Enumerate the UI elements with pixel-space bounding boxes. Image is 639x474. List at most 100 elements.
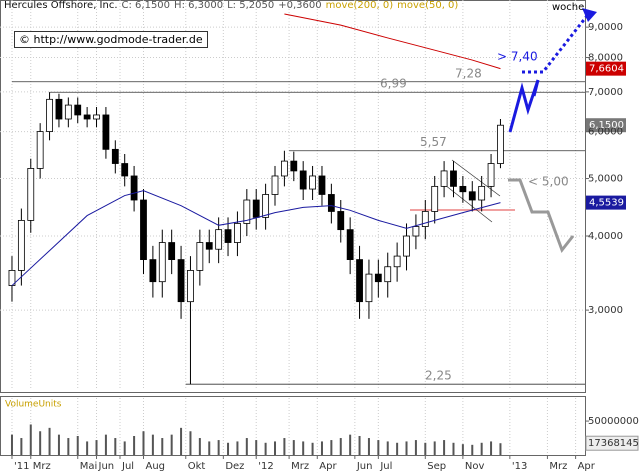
volume-bar	[189, 431, 192, 455]
projection-up-dotted	[522, 11, 592, 74]
y-tick-label: 5,0000	[588, 174, 623, 185]
volume-bar	[48, 427, 51, 455]
volume-marker-label: 17368145	[588, 438, 639, 449]
level-label: 5,57	[420, 135, 447, 149]
volume-bar	[292, 440, 295, 455]
volume-bar	[452, 442, 455, 455]
candle-body	[215, 229, 223, 250]
volume-bar	[104, 434, 107, 455]
candle-body	[337, 211, 345, 231]
candle-body	[431, 185, 439, 212]
price-marker	[586, 118, 626, 133]
candle-body	[384, 266, 392, 283]
volume-bar	[358, 436, 361, 455]
candle-body	[393, 255, 401, 268]
volume-bar	[236, 441, 239, 455]
price-marker-label: 6,1500	[589, 120, 624, 131]
candle-body	[55, 98, 63, 120]
header-item: move(200, 0)	[325, 0, 394, 11]
x-tick-label: Mrz	[549, 461, 567, 472]
candle-body	[356, 259, 363, 303]
candle-body	[130, 175, 138, 201]
candle-body	[365, 273, 373, 303]
moving-average	[284, 13, 501, 70]
volume-bar	[217, 440, 220, 455]
candle-body	[487, 163, 495, 187]
volume-bar	[320, 441, 323, 455]
volume-bar	[396, 442, 399, 455]
volume-bar	[311, 442, 314, 455]
volume-bar	[414, 440, 417, 455]
volume-bar	[302, 441, 305, 455]
candle-body	[327, 194, 335, 212]
volume-bar	[10, 434, 13, 455]
x-tick-label: '12	[258, 461, 273, 472]
header-item: move(50, 0)	[397, 0, 459, 11]
candle-body	[309, 175, 316, 190]
volume-bar	[133, 436, 136, 455]
projection-up	[508, 79, 540, 133]
y-tick-label: 8,0000	[588, 52, 623, 63]
candle-body	[271, 175, 279, 195]
volume-bar	[123, 441, 126, 455]
y-tick-label: 6,0000	[588, 127, 623, 138]
candle-body	[121, 163, 129, 177]
header-item: L: 5,2050	[227, 0, 275, 11]
header-item: Hercules Offshore, Inc.	[4, 0, 118, 11]
volume-bar	[161, 438, 164, 455]
candle-body	[46, 98, 53, 132]
x-tick-label: Mai	[80, 461, 98, 472]
volume-bar	[180, 427, 183, 455]
x-tick-label: '11	[14, 461, 29, 472]
volume-bar	[424, 442, 427, 455]
source: © http://www.godmode-trader.de	[14, 31, 208, 48]
x-tick-label: Nov	[465, 461, 485, 472]
x-tick-label: Mrz	[33, 461, 51, 472]
candle-body	[234, 223, 241, 243]
candle-body	[262, 194, 270, 218]
volume-bar	[245, 438, 248, 455]
candle-body	[497, 124, 504, 164]
volume-label: VolumeUnits	[5, 400, 62, 410]
volume-bar	[405, 441, 408, 455]
candle-body	[205, 242, 213, 250]
volume-bar	[433, 441, 436, 455]
volume-bar	[67, 438, 70, 455]
volume-bar	[339, 438, 342, 455]
x-tick-label: Jul	[121, 461, 134, 472]
candle-body	[83, 114, 91, 120]
candle-body	[243, 199, 251, 224]
header-item: +0,3600	[278, 0, 322, 11]
volume-bar	[490, 441, 493, 455]
x-tick-label: Jun	[98, 461, 115, 472]
candle-body	[74, 104, 82, 116]
x-tick-label: Okt	[188, 461, 206, 472]
level-label: 7,28	[455, 66, 482, 80]
y-tick-label: 4,0000	[588, 231, 623, 242]
header: Hercules Offshore, Inc. C: 6,1500 H: 6,300…	[4, 0, 462, 11]
channel-line	[451, 159, 501, 197]
candle-body	[102, 114, 110, 150]
candle-body	[412, 226, 420, 237]
candle-body	[280, 160, 288, 177]
volume-bar	[170, 434, 173, 455]
price-panel	[0, 0, 586, 393]
candle-body	[187, 270, 194, 303]
x-tick-label: Mrz	[291, 461, 309, 472]
candle-body	[27, 168, 35, 221]
candle-body	[374, 273, 382, 283]
projection-down	[508, 178, 575, 254]
volume-bar	[499, 443, 502, 455]
candle-body	[318, 175, 326, 195]
candle-body	[299, 170, 307, 190]
price-marker	[586, 61, 626, 76]
y-tick-label: 3,0000	[588, 305, 623, 316]
volume-bar	[29, 424, 32, 455]
candle-body	[93, 114, 100, 120]
candle-body	[149, 259, 157, 283]
volume-bar	[151, 434, 154, 455]
volume-bar	[386, 441, 389, 455]
y-tick-label: 9,0000	[588, 22, 623, 33]
candle-body	[468, 191, 476, 201]
